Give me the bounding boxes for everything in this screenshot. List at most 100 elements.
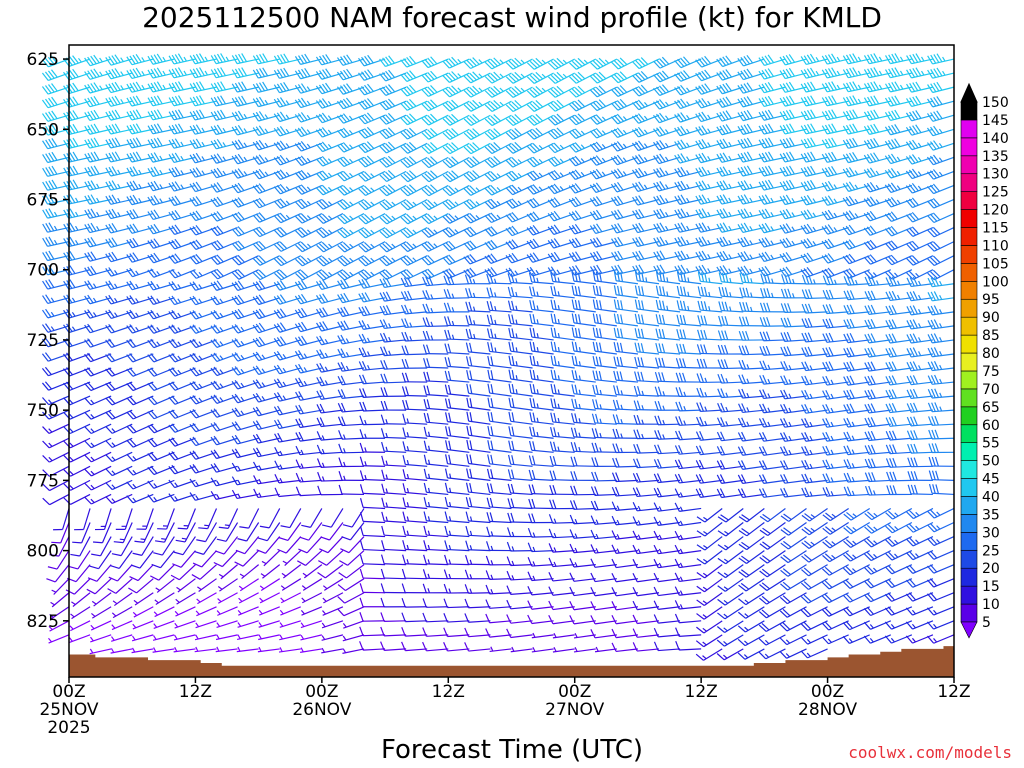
wind-barb bbox=[569, 85, 597, 98]
wind-barb bbox=[613, 285, 639, 299]
wind-barb bbox=[508, 314, 533, 327]
wind-barb bbox=[260, 564, 281, 579]
wind-barb bbox=[316, 321, 344, 332]
wind-barb bbox=[653, 458, 681, 469]
wind-barb bbox=[112, 592, 133, 607]
wind-barb bbox=[421, 85, 449, 97]
wind-barb bbox=[695, 180, 723, 191]
wind-barb bbox=[738, 359, 765, 370]
wind-barb bbox=[294, 307, 323, 319]
wind-barb bbox=[738, 522, 765, 537]
wind-barb bbox=[150, 564, 175, 581]
wind-barb bbox=[42, 395, 70, 406]
wind-barb bbox=[655, 285, 681, 299]
wind-barb bbox=[466, 369, 491, 383]
wind-barb bbox=[337, 334, 365, 345]
wind-barb bbox=[105, 54, 133, 66]
colorbar-label: 135 bbox=[982, 149, 1009, 165]
wind-barb bbox=[589, 182, 618, 194]
wind-barb bbox=[210, 324, 238, 334]
wind-barb bbox=[884, 564, 913, 575]
wind-barb bbox=[633, 443, 660, 454]
wind-barb bbox=[147, 324, 175, 334]
wind-barb bbox=[570, 427, 596, 439]
wind-barb bbox=[737, 123, 765, 135]
wind-barb bbox=[380, 612, 407, 622]
wind-barb bbox=[380, 400, 407, 411]
wind-barb bbox=[110, 648, 133, 654]
wind-barb bbox=[337, 292, 365, 304]
wind-barb bbox=[423, 540, 449, 552]
wind-barb bbox=[611, 85, 639, 97]
wind-barb bbox=[231, 53, 259, 65]
wind-barb bbox=[337, 241, 365, 253]
x-tick-label: 26NOV bbox=[292, 700, 351, 720]
wind-barb bbox=[590, 586, 617, 597]
wind-barb bbox=[421, 156, 449, 169]
wind-barb bbox=[758, 151, 786, 163]
wind-barb bbox=[84, 381, 112, 392]
wind-barb bbox=[315, 307, 344, 318]
wind-barb bbox=[338, 443, 365, 454]
wind-barb bbox=[610, 127, 639, 139]
wind-barb bbox=[696, 536, 723, 551]
wind-barb bbox=[632, 530, 660, 540]
wind-barb bbox=[696, 564, 723, 579]
wind-barb bbox=[442, 240, 470, 252]
wind-barb bbox=[674, 222, 702, 233]
wind-barb bbox=[759, 536, 786, 550]
wind-barb bbox=[632, 222, 660, 234]
wind-barb bbox=[717, 359, 744, 370]
wind-barb bbox=[442, 85, 470, 98]
wind-barb bbox=[552, 647, 575, 653]
wind-barb bbox=[507, 300, 533, 313]
wind-barb bbox=[444, 412, 470, 425]
colorbar-swatch bbox=[960, 478, 978, 497]
wind-barb bbox=[421, 70, 449, 83]
wind-barb bbox=[548, 528, 575, 539]
wind-barb bbox=[611, 614, 639, 625]
wind-barb bbox=[486, 483, 512, 496]
wind-barb bbox=[526, 238, 554, 250]
wind-barb bbox=[674, 544, 702, 555]
wind-barb bbox=[653, 444, 681, 455]
wind-barb bbox=[505, 71, 533, 84]
wind-barb bbox=[463, 71, 491, 84]
wind-barb bbox=[550, 412, 575, 425]
wind-barb bbox=[505, 57, 533, 70]
wind-barb bbox=[759, 331, 786, 342]
wind-barb bbox=[322, 578, 344, 591]
wind-barb bbox=[210, 240, 238, 251]
wind-barb bbox=[716, 222, 744, 233]
wind-barb bbox=[231, 448, 259, 459]
wind-barb bbox=[105, 352, 133, 363]
wind-barb bbox=[463, 85, 491, 98]
wind-barb bbox=[381, 525, 407, 538]
wind-barb bbox=[484, 170, 512, 182]
wind-barb bbox=[653, 641, 681, 652]
wind-barb bbox=[217, 578, 238, 592]
wind-barb bbox=[445, 440, 470, 453]
wind-barb bbox=[294, 198, 323, 210]
wind-barb bbox=[63, 323, 91, 334]
wind-barb bbox=[610, 181, 639, 193]
wind-barb bbox=[486, 512, 512, 524]
wind-barb bbox=[486, 497, 512, 510]
wind-barb bbox=[465, 342, 491, 355]
wind-barb bbox=[484, 212, 512, 224]
wind-barb bbox=[632, 614, 660, 625]
wind-barb bbox=[318, 550, 344, 566]
wind-barb bbox=[359, 554, 386, 566]
wind-barb bbox=[569, 71, 597, 84]
wind-barb bbox=[674, 530, 702, 541]
wind-barb bbox=[316, 417, 343, 428]
wind-barb bbox=[168, 338, 196, 349]
colorbar-label: 130 bbox=[982, 167, 1009, 183]
wind-barb bbox=[196, 592, 217, 605]
wind-barb bbox=[152, 647, 175, 653]
wind-barb bbox=[338, 430, 365, 440]
wind-barb bbox=[402, 427, 428, 439]
wind-barb bbox=[759, 592, 786, 605]
wind-barb bbox=[72, 522, 91, 544]
wind-barb bbox=[273, 241, 302, 252]
